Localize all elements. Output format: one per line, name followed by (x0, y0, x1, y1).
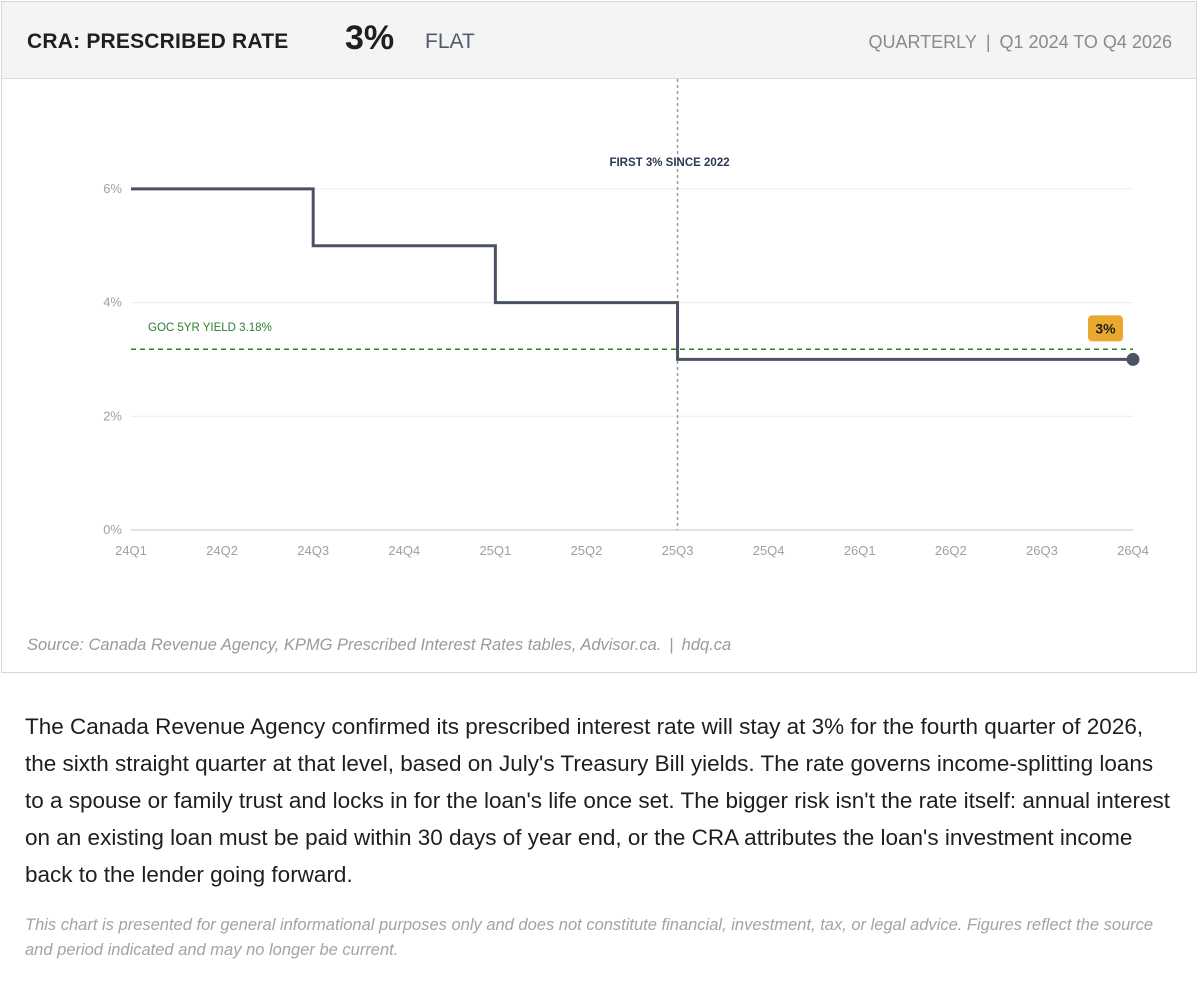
chart-card: CRA: PRESCRIBED RATE 3% FLAT QUARTERLY | Q… (1, 1, 1197, 673)
y-tick-label: 0% (103, 522, 122, 537)
frequency-label: QUARTERLY (868, 32, 977, 52)
end-value-badge-label: 3% (1095, 320, 1116, 336)
x-tick-label: 25Q3 (662, 543, 694, 558)
x-tick-label: 26Q1 (844, 543, 876, 558)
series-line (131, 187, 1133, 361)
x-tick-label: 24Q2 (206, 543, 238, 558)
disclaimer-text: This chart is presented for general info… (25, 916, 1154, 959)
y-axis-labels: 0% 2% 4% 6% (103, 181, 122, 537)
separator: | (669, 636, 674, 654)
chart-title: CRA: PRESCRIBED RATE (27, 30, 289, 53)
x-tick-label: 26Q4 (1117, 543, 1149, 558)
x-tick-label: 24Q1 (115, 543, 147, 558)
y-tick-label: 6% (103, 181, 122, 196)
article-paragraph: The Canada Revenue Agency confirmed its … (25, 714, 1171, 887)
x-tick-label: 26Q2 (935, 543, 967, 558)
rate-status: FLAT (425, 30, 475, 53)
step-line-chart: 0% 2% 4% 6% 24Q1 24Q2 24Q3 24Q4 25Q1 25Q2 25Q3 25Q… (103, 79, 1149, 558)
x-tick-label: 25Q4 (753, 543, 785, 558)
reference-line-label: GOC 5YR YIELD 3.18% (148, 322, 272, 334)
source-text: Source: Canada Revenue Agency, KPMG Pres… (27, 636, 662, 654)
annotation-group: FIRST 3% SINCE 2022 (609, 79, 730, 530)
source-note: Source: Canada Revenue Agency, KPMG Pres… (27, 636, 731, 655)
chart-header: CRA: PRESCRIBED RATE 3% FLAT QUARTERLY | Q… (2, 2, 1196, 79)
end-value-badge (1088, 315, 1123, 342)
x-tick-label: 25Q1 (479, 543, 511, 558)
y-tick-label: 4% (103, 295, 122, 310)
period-info: QUARTERLY | Q1 2024 TO Q4 2026 (868, 32, 1172, 53)
x-tick-label: 26Q3 (1026, 543, 1058, 558)
x-tick-label: 24Q4 (388, 543, 420, 558)
x-axis-labels: 24Q1 24Q2 24Q3 24Q4 25Q1 25Q2 25Q3 25Q4 26Q1 26Q2… (115, 543, 1149, 558)
series-group: 3% (131, 187, 1140, 366)
y-tick-label: 2% (103, 408, 122, 423)
separator: | (985, 32, 991, 52)
source-site: hdq.ca (681, 636, 732, 654)
end-point-marker (1126, 352, 1140, 366)
annotation-label: FIRST 3% SINCE 2022 (609, 157, 729, 169)
x-tick-label: 24Q3 (297, 543, 329, 558)
reference-line-group: GOC 5YR YIELD 3.18% (131, 322, 1133, 350)
x-tick-label: 25Q2 (571, 543, 603, 558)
current-rate-value: 3% (345, 19, 395, 57)
period-label: Q1 2024 TO Q4 2026 (999, 32, 1172, 52)
